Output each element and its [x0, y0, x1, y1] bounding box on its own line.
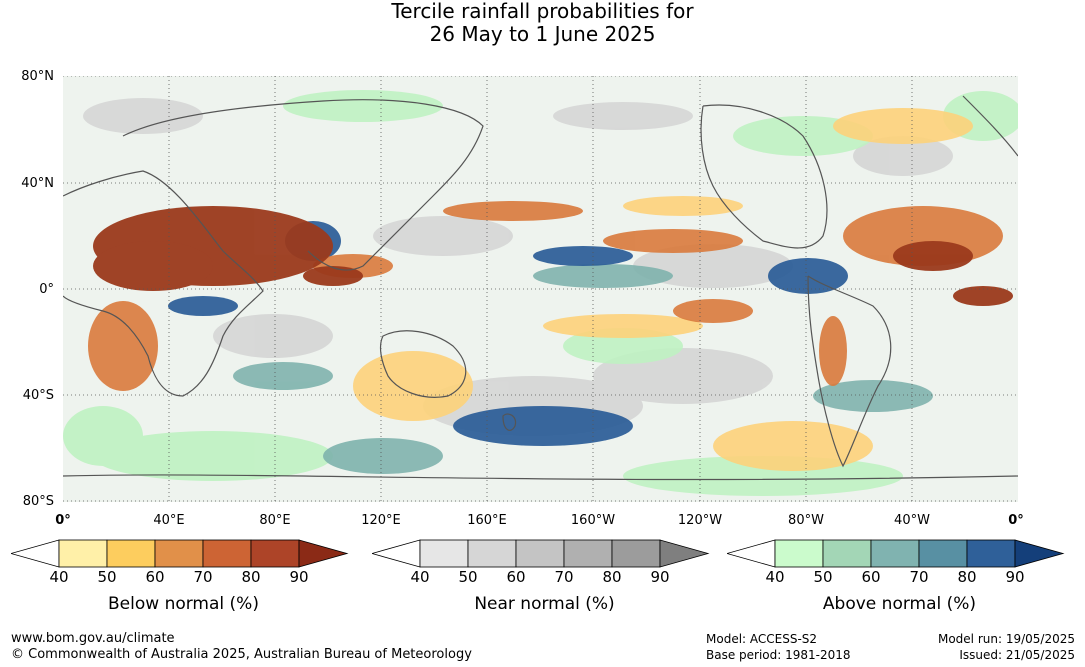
footer-base-period: Base period: 1981-2018 [706, 648, 851, 662]
graticule [63, 76, 1018, 502]
colorbar-tick-label: 70 [193, 568, 213, 586]
colorbar-tick-label: 40 [765, 568, 785, 586]
colorbar-segment [918, 539, 968, 568]
footer-model-run: Model run: 19/05/2025 [937, 632, 1075, 646]
colorbar-tick-label: 60 [506, 568, 526, 586]
lon-label-0: 0° [55, 513, 71, 528]
lat-label-40n: 40°N [21, 176, 54, 191]
colorbar-near-normal [372, 539, 710, 568]
map-title: Tercile rainfall probabilities for 26 Ma… [0, 0, 1085, 46]
below-normal-light-patches [353, 108, 973, 471]
colorbar-tick-label: 50 [813, 568, 833, 586]
colorbar-right-arrow [298, 539, 349, 568]
footer-issued: Issued: 21/05/2025 [959, 648, 1075, 662]
colorbar-left-arrow [11, 539, 60, 568]
colorbar-segment [822, 539, 872, 568]
colorbar-segment [467, 539, 517, 568]
colorbar-segment [870, 539, 920, 568]
colorbar-segment [250, 539, 300, 568]
lon-label-120e: 120°E [361, 513, 401, 528]
above-normal-mid-patches [233, 264, 933, 474]
footer-website[interactable]: www.bom.gov.au/climate [11, 631, 175, 646]
coastlines [63, 95, 1018, 481]
lat-label-80n: 80°N [21, 69, 54, 84]
legend-label-below-normal: Below normal (%) [108, 594, 259, 614]
colorbar-tick-label: 80 [241, 568, 261, 586]
legend-near-normal: Near normal (%) 40 50 60 70 80 90 [372, 538, 717, 616]
legend-below-normal: Below normal (%) 40 50 60 70 80 90 [11, 538, 356, 616]
colorbar-tick-label: 70 [909, 568, 929, 586]
colorbar-segment [106, 539, 156, 568]
colorbar-tick-label: 40 [410, 568, 430, 586]
lon-label-160w: 160°W [570, 513, 616, 528]
colorbar-above-normal [727, 539, 1065, 568]
colorbar-tick-label: 90 [289, 568, 309, 586]
colorbar-tick-label: 70 [554, 568, 574, 586]
colorbar-left-arrow [372, 539, 421, 568]
colorbar-right-arrow [1014, 539, 1065, 568]
legend-label-above-normal: Above normal (%) [822, 594, 977, 614]
colorbar-left-arrow [727, 539, 776, 568]
colorbar-right-arrow [659, 539, 710, 568]
colorbar-tick-label: 50 [458, 568, 478, 586]
colorbar-tick-label: 40 [49, 568, 69, 586]
colorbar-tick-label: 60 [861, 568, 881, 586]
colorbar-tick-label: 60 [145, 568, 165, 586]
colorbar-segment [202, 539, 252, 568]
lat-label-80s: 80°S [22, 494, 54, 509]
colorbar-segment [515, 539, 565, 568]
colorbar-segment [966, 539, 1016, 568]
below-normal-mid-patches [88, 201, 1003, 391]
lon-label-40e: 40°E [153, 513, 185, 528]
title-line-2: 26 May to 1 June 2025 [429, 22, 656, 46]
lon-label-80e: 80°E [259, 513, 291, 528]
colorbar-segment [774, 539, 824, 568]
colorbar-tick-label: 90 [1005, 568, 1025, 586]
below-normal-dark-patches [93, 206, 1013, 306]
title-line-1: Tercile rainfall probabilities for [391, 0, 694, 23]
legend-label-near-normal: Near normal (%) [474, 594, 615, 614]
colorbar-tick-label: 80 [957, 568, 977, 586]
lon-label-160e: 160°E [467, 513, 507, 528]
lon-label-80w: 80°W [788, 513, 824, 528]
colorbar-tick-label: 80 [602, 568, 622, 586]
rainfall-probability-map [63, 76, 1018, 502]
colorbar-segment [419, 539, 469, 568]
colorbar-tick-label: 90 [650, 568, 670, 586]
colorbar-tick-label: 50 [97, 568, 117, 586]
footer-copyright: © Commonwealth of Australia 2025, Austra… [11, 647, 472, 662]
colorbar-segment [563, 539, 613, 568]
lat-label-40s: 40°S [22, 388, 54, 403]
colorbar-segment [154, 539, 204, 568]
colorbar-below-normal [11, 539, 349, 568]
colorbar-segment [611, 539, 661, 568]
lon-label-40w: 40°W [894, 513, 930, 528]
lon-label-120w: 120°W [677, 513, 723, 528]
footer-model: Model: ACCESS-S2 [706, 632, 818, 646]
colorbar-segment [58, 539, 108, 568]
map-canvas [63, 76, 1018, 502]
lon-label-0-right: 0° [1008, 513, 1024, 528]
legend-above-normal: Above normal (%) 40 50 60 70 80 90 [727, 538, 1072, 616]
lat-label-equator: 0° [39, 282, 54, 297]
